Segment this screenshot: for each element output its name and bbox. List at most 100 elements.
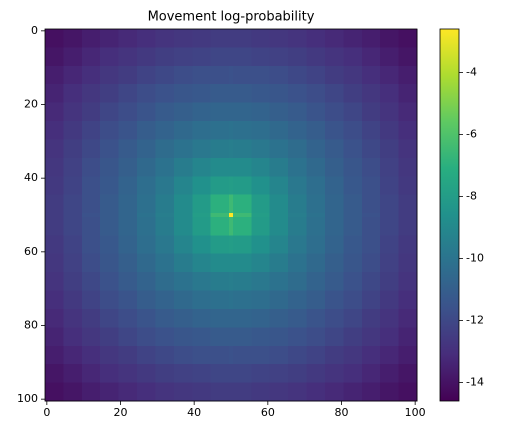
cell <box>288 139 307 159</box>
cell <box>251 235 271 255</box>
cell <box>361 47 381 67</box>
cell <box>269 345 289 365</box>
cell <box>137 345 156 365</box>
cell <box>229 29 234 48</box>
cell <box>81 29 101 48</box>
cell <box>118 308 138 328</box>
cell <box>155 290 175 310</box>
cell <box>398 194 418 214</box>
cell <box>137 216 156 236</box>
cell <box>251 382 271 402</box>
cell <box>380 47 399 67</box>
cell <box>288 102 307 122</box>
cell <box>63 253 83 273</box>
cell <box>137 157 156 177</box>
cell <box>361 84 381 104</box>
cell <box>343 308 363 328</box>
cell <box>324 121 344 140</box>
cell <box>269 29 289 48</box>
cell <box>118 194 138 214</box>
cell <box>361 308 381 328</box>
cell <box>210 272 230 291</box>
cell <box>343 176 363 196</box>
cell <box>173 345 193 365</box>
cell <box>45 65 64 85</box>
cell <box>324 47 344 67</box>
cell <box>192 364 212 383</box>
cell <box>269 139 289 159</box>
cell <box>324 194 344 214</box>
cell <box>269 235 289 255</box>
cell <box>137 327 156 347</box>
cell <box>324 327 344 347</box>
cell <box>232 47 252 67</box>
cell <box>63 139 83 159</box>
cell <box>81 235 101 255</box>
cell <box>232 84 252 104</box>
x-tick-label: 60 <box>261 406 275 419</box>
cell <box>118 102 138 122</box>
cell <box>100 102 120 122</box>
cell <box>192 308 212 328</box>
cell <box>155 308 175 328</box>
cell <box>343 121 363 140</box>
cell <box>361 194 381 214</box>
plot-frame <box>44 28 418 402</box>
cell <box>398 213 418 218</box>
cell <box>324 272 344 291</box>
cell <box>232 65 252 85</box>
cell <box>118 345 138 365</box>
cell <box>100 29 120 48</box>
cell <box>232 157 252 177</box>
cell <box>173 290 193 310</box>
y-tick-label: 0 <box>31 24 38 37</box>
cell <box>343 84 363 104</box>
cell <box>269 65 289 85</box>
cell <box>306 327 326 347</box>
cell <box>118 382 138 402</box>
cell <box>173 327 193 347</box>
cell <box>210 253 230 273</box>
cell <box>269 176 289 196</box>
cell <box>210 290 230 310</box>
cell <box>398 176 418 196</box>
cell <box>306 102 326 122</box>
cell <box>288 272 307 291</box>
cell <box>398 345 418 365</box>
cell <box>361 102 381 122</box>
cell <box>81 47 101 67</box>
cell <box>380 345 399 365</box>
cell <box>45 29 64 48</box>
cell <box>100 290 120 310</box>
cell <box>288 327 307 347</box>
x-tick-label: 40 <box>187 406 201 419</box>
cell <box>380 216 399 236</box>
cell <box>398 364 418 383</box>
cell <box>137 253 156 273</box>
cell <box>210 327 230 347</box>
cell <box>306 235 326 255</box>
cell <box>251 272 271 291</box>
cell <box>288 176 307 196</box>
cell <box>45 308 64 328</box>
cell <box>343 272 363 291</box>
cell <box>269 102 289 122</box>
cell <box>173 216 193 236</box>
cell <box>229 176 234 196</box>
cell <box>118 157 138 177</box>
cell <box>155 213 175 218</box>
cell <box>118 65 138 85</box>
cell <box>343 157 363 177</box>
cell <box>398 327 418 347</box>
cell <box>155 194 175 214</box>
cell <box>398 102 418 122</box>
cell <box>210 194 230 214</box>
cell <box>63 121 83 140</box>
cell <box>137 65 156 85</box>
cell <box>269 382 289 402</box>
cell <box>45 139 64 159</box>
cell <box>192 290 212 310</box>
cell <box>269 253 289 273</box>
cell <box>155 47 175 67</box>
cell <box>251 157 271 177</box>
